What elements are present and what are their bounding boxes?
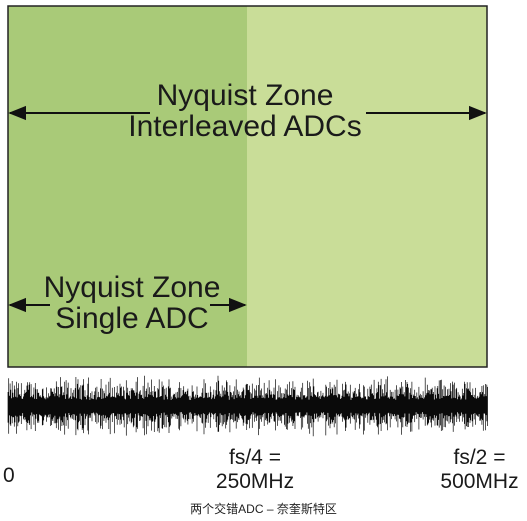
axis-fs4-line2: 250MHz <box>215 470 295 493</box>
single-zone-line1: Nyquist Zone <box>43 271 221 304</box>
axis-fs4-line1: fs/4 = <box>229 446 281 469</box>
figure-caption: 两个交错ADC – 奈奎斯特区 <box>190 502 337 516</box>
axis-fs4-label: fs/4 = 250MHz <box>205 446 305 494</box>
interleaved-zone-line2: Interleaved ADCs <box>128 110 362 143</box>
interleaved-zone-label: Nyquist Zone Interleaved ADCs <box>95 80 395 142</box>
single-zone-line2: Single ADC <box>55 302 209 335</box>
noise-spectrum <box>7 375 488 437</box>
interleaved-zone-line1: Nyquist Zone <box>156 79 334 112</box>
single-adc-zone <box>8 6 247 367</box>
axis-fs2-line2: 500MHz <box>440 470 519 493</box>
diagram-border <box>7 5 488 368</box>
axis-zero-label: 0 <box>3 464 15 487</box>
single-zone-label: Nyquist Zone Single ADC <box>22 272 242 334</box>
axis-fs2-label: fs/2 = 500MHz <box>432 446 527 494</box>
axis-fs2-line1: fs/2 = <box>453 446 506 469</box>
noise-trace <box>7 375 488 437</box>
